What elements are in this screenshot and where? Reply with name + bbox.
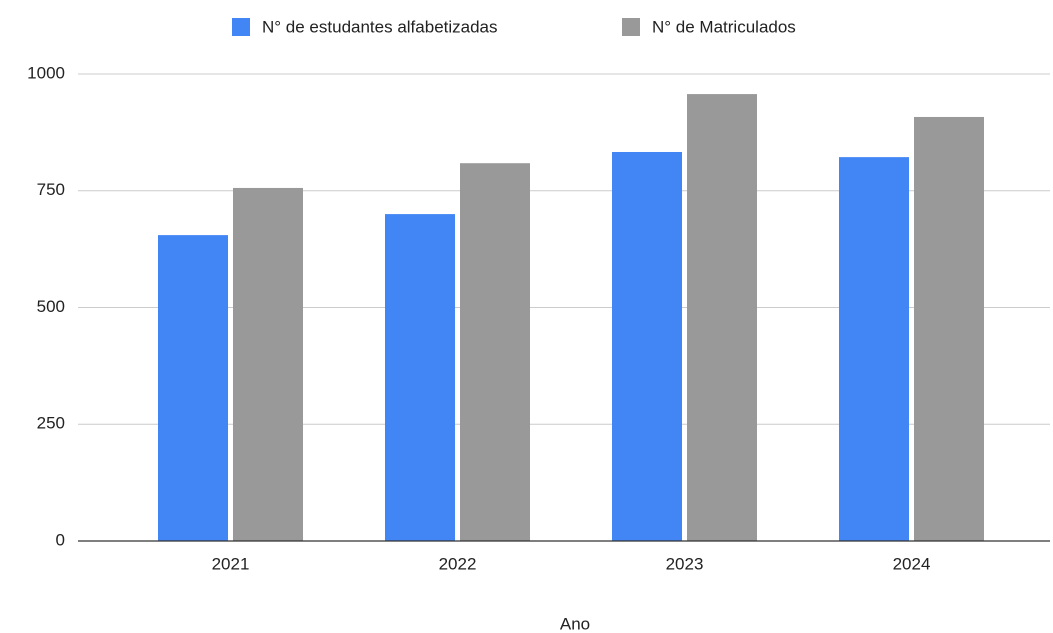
legend-label: N° de estudantes alfabetizadas — [262, 17, 498, 36]
bar — [612, 151, 682, 541]
bar — [385, 214, 455, 541]
x-tick-label: 2023 — [666, 554, 704, 573]
bar — [914, 116, 984, 542]
y-tick-label: 750 — [37, 180, 65, 199]
bar — [158, 235, 228, 542]
bar — [233, 187, 303, 541]
bar — [460, 163, 530, 541]
bar — [839, 157, 909, 541]
y-tick-label: 0 — [56, 530, 65, 549]
x-axis-label: Ano — [560, 614, 590, 633]
x-tick-label: 2021 — [212, 554, 250, 573]
legend-swatch — [232, 18, 250, 36]
y-tick-label: 250 — [37, 414, 65, 433]
x-tick-label: 2024 — [893, 554, 931, 573]
legend-label: N° de Matriculados — [652, 17, 796, 36]
bar — [687, 94, 757, 542]
y-tick-label: 1000 — [27, 63, 65, 82]
legend-swatch — [622, 18, 640, 36]
x-tick-label: 2022 — [439, 554, 477, 573]
y-tick-label: 500 — [37, 297, 65, 316]
